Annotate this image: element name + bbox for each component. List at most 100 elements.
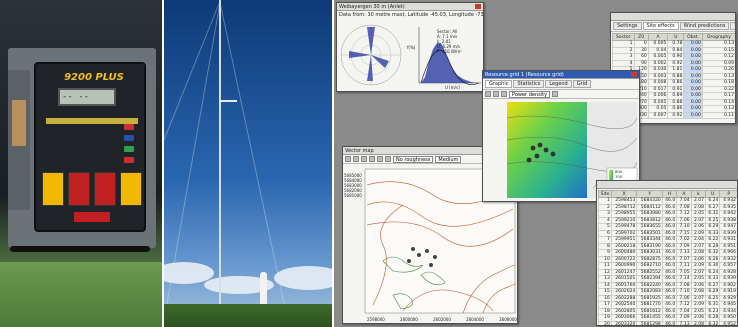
table-cell: 46.0 [661,203,678,211]
column-header[interactable]: U [667,33,685,41]
table-cell: 4.957 [719,262,737,270]
tab-settings[interactable]: Settings [613,22,642,30]
column-header[interactable]: Orography [701,33,735,41]
table-cell: 0.00 [683,66,703,74]
table-row[interactable]: 9 2600480 5683031 46.0 7.13 2.08 6.32 4.966 [598,249,737,257]
zoom-out-icon[interactable] [493,91,499,97]
column-header[interactable]: k [690,190,706,198]
table-row[interactable]: 13 2601501 5682394 46.0 7.14 2.05 6.33 4.939 [598,275,737,283]
table-cell: 46.0 [661,288,678,296]
tab-statistics[interactable]: Statistics [513,80,545,88]
grid-tabs: Graphic Statistics Legend Grid [483,79,639,90]
map-y-axis: 5685000 5684000 5683000 5682000 5681000 [344,173,362,198]
cloud [164,262,214,284]
tab-wind-predictions[interactable]: Wind predictions [679,22,730,30]
map-x-axis: 2598000 2600000 2602000 2604000 2606000 [367,317,517,322]
x-tick: 2604000 [466,317,484,322]
column-header[interactable]: Y [636,190,663,198]
table-row[interactable]: 1 2598453 5684320 46.0 7.04 2.07 6.24 4.932 [598,197,737,205]
table-cell: 46.0 [661,268,678,276]
pan-icon[interactable] [361,156,367,162]
wind-rose [340,24,402,86]
table-cell: 2602024 [610,288,638,296]
table-cell: 46.0 [661,294,678,302]
channel-card [94,172,116,206]
table-cell: 0.18 [701,79,735,87]
table-cell: 2600218 [610,242,638,250]
table-cell: 2602540 [610,301,638,309]
table-row[interactable]: 15 2602024 5682083 46.0 7.10 2.08 6.29 4.919 [598,288,737,296]
tab-wind-conversions[interactable]: Wind conversions [730,22,735,30]
y-tick: 5684000 [344,178,362,183]
layer-select[interactable]: Power density [509,90,551,98]
table-row[interactable]: 3 60 0.005 0.90 0.00 0.12 [612,53,735,61]
table-cell: 2.06 [690,314,706,322]
table-cell: 0.00 [683,72,703,80]
table-cell: 4.951 [719,242,737,250]
y-tick: 5685000 [344,173,362,178]
table-cell: 4.939 [719,229,737,237]
column-header[interactable]: Obst. [683,33,703,41]
column-header[interactable]: A [676,190,692,198]
column-header[interactable]: U [704,190,721,198]
turbine-markers [407,247,437,267]
table-cell: 2.09 [690,229,706,237]
table-row[interactable]: 11 2600990 5682710 46.0 7.11 2.09 6.30 4.957 [598,262,737,270]
pan-icon[interactable] [501,91,507,97]
table-row[interactable]: 6 2599702 5683501 46.0 7.15 2.09 6.33 4.939 [598,229,737,237]
zoom-in-icon[interactable] [345,156,351,162]
refresh-icon[interactable] [552,91,559,97]
zoom-in-icon[interactable] [485,91,491,97]
table-row[interactable]: 18 2602805 5681612 46.0 7.04 2.05 6.23 4.934 [598,307,737,315]
table-row[interactable]: 17 2602540 5681770 46.0 7.12 2.09 6.31 4.945 [598,301,737,309]
table-cell: 2599210 [610,216,638,224]
column-header[interactable]: H [661,190,678,198]
table-row[interactable]: 5 2599478 5683655 46.0 7.10 2.06 6.29 4.947 [598,223,737,231]
tab-grid[interactable]: Grid [572,80,592,88]
select-icon[interactable] [369,156,375,162]
table-cell: 4.938 [719,216,737,224]
table-row[interactable]: 1 0 0.005 0.78 0.00 0.13 [612,40,735,48]
column-header[interactable]: P [719,190,737,198]
table-cell: 2600480 [610,249,638,257]
table-cell: 4.929 [719,294,737,302]
table-cell: 2.06 [690,255,706,263]
table-row[interactable]: 19 2603066 5681455 46.0 7.09 2.06 6.28 4.950 [598,314,737,322]
tab-graphic[interactable]: Graphic [485,80,513,88]
close-icon[interactable] [631,72,637,77]
table-row[interactable]: 2 2598712 5684112 46.0 7.08 2.08 6.27 4.935 [598,203,737,211]
column-header[interactable]: A [647,33,669,41]
table-row[interactable]: 8 2600218 5683190 46.0 7.09 2.07 6.28 4.951 [598,242,737,250]
key-blue [124,135,134,141]
table-cell: 2.05 [690,307,706,315]
tab-legend[interactable]: Legend [545,80,572,88]
table-row[interactable]: 10 2600722 5682875 46.0 7.07 2.06 6.26 4.932 [598,255,737,263]
column-header[interactable]: Site [598,190,612,198]
table-row[interactable]: 7 2599951 5683344 46.0 7.02 2.04 6.22 4.931 [598,236,737,244]
column-header[interactable]: X [610,190,638,198]
close-icon[interactable] [475,4,481,9]
key-green [124,146,134,152]
column-header[interactable]: Z0 [633,33,649,41]
column-header[interactable]: Sector [612,33,635,41]
measure-icon[interactable] [377,156,383,162]
table-row[interactable]: 16 2602288 5681925 46.0 7.06 2.07 6.25 4.929 [598,294,737,302]
table-cell: 46.0 [661,262,678,270]
table-row[interactable]: 12 2601247 5682552 46.0 7.05 2.07 6.24 4.928 [598,268,737,276]
cloud [204,276,274,294]
table-cell: 2600990 [610,262,638,270]
table-row[interactable]: 4 90 0.002 0.92 0.00 0.09 [612,59,735,67]
contour-icon[interactable] [385,156,391,162]
stat-k: k: 2.01 [437,39,451,44]
table-row[interactable]: 4 2599210 5683812 46.0 7.06 2.07 6.25 4.938 [598,216,737,224]
roughness-select[interactable]: No roughness [393,155,434,163]
table-row[interactable]: 14 2601760 5682240 46.0 7.08 2.06 6.27 4.902 [598,281,737,289]
table-row[interactable]: 20 2603320 5681298 46.0 7.13 2.08 6.32 4.952 [598,320,737,325]
quality-select[interactable]: Medium [435,155,462,163]
table-row[interactable]: 3 2598955 5683980 46.0 7.12 2.05 6.31 4.942 [598,210,737,218]
zoom-out-icon[interactable] [353,156,359,162]
key-red [124,124,134,130]
tab-site-effects[interactable]: Site effects [642,22,679,30]
